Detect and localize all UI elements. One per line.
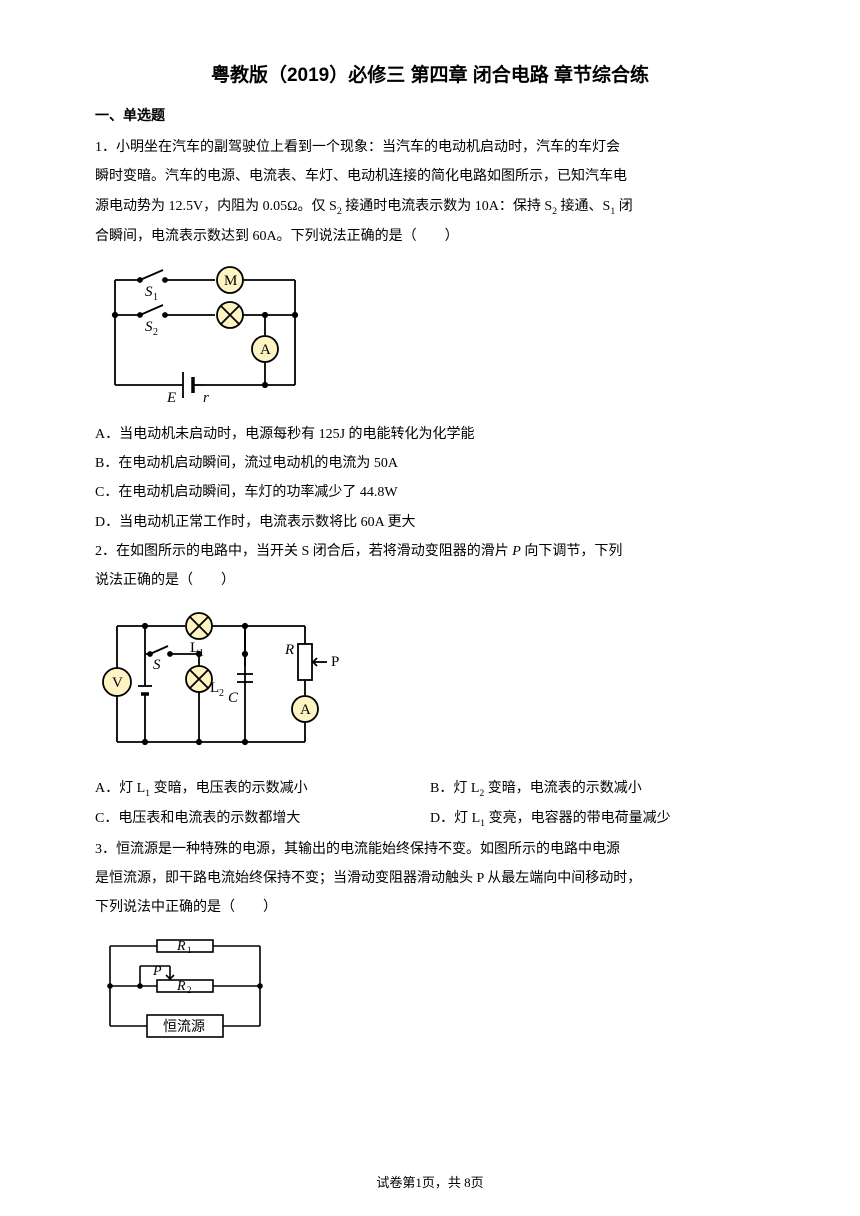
q2-options-row1: A．灯 L1 变暗，电压表的示数减小 B．灯 L2 变暗，电流表的示数减小 bbox=[95, 774, 765, 804]
q1-optA: A．当电动机未启动时，电源每秒有 125J 的电能转化为化学能 bbox=[95, 420, 765, 449]
svg-text:2: 2 bbox=[219, 688, 224, 699]
q1-text-4: 合瞬间，电流表示数达到 60A。下列说法正确的是（ ） bbox=[95, 222, 765, 251]
label-voltmeter: V bbox=[112, 675, 123, 691]
label-c: C bbox=[228, 690, 239, 706]
q2-circuit: V S L1 L2 C R P A bbox=[95, 604, 765, 764]
label-r2: R bbox=[176, 979, 186, 994]
label-r: r bbox=[203, 390, 209, 406]
page-footer: 试卷第1页，共 8页 bbox=[0, 1172, 860, 1191]
label-p: P bbox=[331, 654, 339, 670]
label-emf: E bbox=[166, 390, 176, 406]
label-s1: S bbox=[145, 284, 153, 300]
q3-text-3: 下列说法中正确的是（ ） bbox=[95, 893, 765, 922]
label-p2: P bbox=[152, 964, 162, 979]
q3-text-2: 是恒流源，即干路电流始终保持不变；当滑动变阻器滑动触头 P 从最左端向中间移动时… bbox=[95, 864, 765, 893]
q1-optB: B．在电动机启动瞬间，流过电动机的电流为 50A bbox=[95, 449, 765, 478]
label-constant-source: 恒流源 bbox=[163, 1019, 205, 1035]
svg-text:2: 2 bbox=[187, 985, 192, 995]
q2-options-row2: C．电压表和电流表的示数都增大 D．灯 L1 变亮，电容器的带电荷量减少 bbox=[95, 804, 765, 834]
label-motor: M bbox=[224, 273, 237, 289]
svg-text:1: 1 bbox=[153, 292, 158, 303]
label-l2: L bbox=[210, 680, 219, 696]
label-r-rheostat: R bbox=[284, 642, 294, 658]
svg-text:2: 2 bbox=[153, 327, 158, 338]
q1-circuit: S1 S2 M A E r bbox=[95, 260, 765, 410]
q1-optD: D．当电动机正常工作时，电流表示数将比 60A 更大 bbox=[95, 508, 765, 537]
svg-text:1: 1 bbox=[187, 945, 192, 955]
svg-text:1: 1 bbox=[199, 648, 204, 659]
q3-text-1: 3．恒流源是一种特殊的电源，其输出的电流能始终保持不变。如图所示的电路中电源 bbox=[95, 835, 765, 864]
section-header: 一、单选题 bbox=[95, 105, 765, 125]
label-l1: L bbox=[190, 640, 199, 656]
q3-circuit: R1 R2 P 恒流源 bbox=[95, 931, 765, 1043]
page-title: 粤教版（2019）必修三 第四章 闭合电路 章节综合练 bbox=[95, 60, 765, 87]
q1-text-3: 源电动势为 12.5V，内阻为 0.05Ω。仅 S2 接通时电流表示数为 10A… bbox=[95, 192, 765, 222]
q1-text-1: 1．小明坐在汽车的副驾驶位上看到一个现象：当汽车的电动机启动时，汽车的车灯会 bbox=[95, 133, 765, 162]
label-ammeter2: A bbox=[300, 702, 311, 718]
label-ammeter: A bbox=[260, 342, 271, 358]
label-r1: R bbox=[176, 939, 186, 954]
label-s2: S bbox=[145, 319, 153, 335]
q1-text-2: 瞬时变暗。汽车的电源、电流表、车灯、电动机连接的简化电路如图所示，已知汽车电 bbox=[95, 162, 765, 191]
q1-optC: C．在电动机启动瞬间，车灯的功率减少了 44.8W bbox=[95, 478, 765, 507]
q2-text-1: 2．在如图所示的电路中，当开关 S 闭合后，若将滑动变阻器的滑片 P 向下调节，… bbox=[95, 537, 765, 566]
label-switch-s: S bbox=[153, 657, 161, 673]
q2-text-2: 说法正确的是（ ） bbox=[95, 566, 765, 595]
